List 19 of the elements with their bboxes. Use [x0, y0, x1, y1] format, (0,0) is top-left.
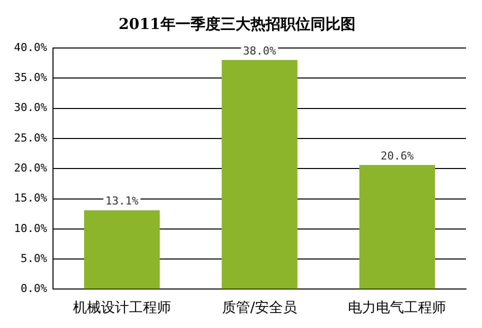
y-tick-label: 25.0% [14, 131, 48, 144]
y-tick-label: 15.0% [14, 192, 48, 205]
bar [84, 210, 160, 289]
y-tick-label: 0.0% [20, 282, 48, 296]
bar [359, 164, 436, 289]
data-label: 20.6% [380, 149, 414, 162]
y-tick-label: 30.0% [14, 101, 48, 114]
y-tick-label: 35.0% [14, 71, 48, 84]
data-label: 38.0% [242, 44, 276, 58]
y-tick-label: 40.0% [14, 40, 48, 54]
x-tick-label: 机械设计工程师 [72, 300, 171, 316]
bar [222, 60, 298, 289]
y-tick-label: 5.0% [20, 252, 48, 265]
chart-title: 2011年一季度三大热招职位同比图 [118, 14, 356, 33]
data-label: 13.1% [105, 194, 139, 208]
x-tick-label: 电力电气工程师 [348, 300, 446, 316]
x-tick-label: 质管/安全员 [222, 300, 297, 316]
y-tick-label: 20.0% [14, 161, 48, 174]
y-tick-label: 10.0% [14, 222, 48, 235]
